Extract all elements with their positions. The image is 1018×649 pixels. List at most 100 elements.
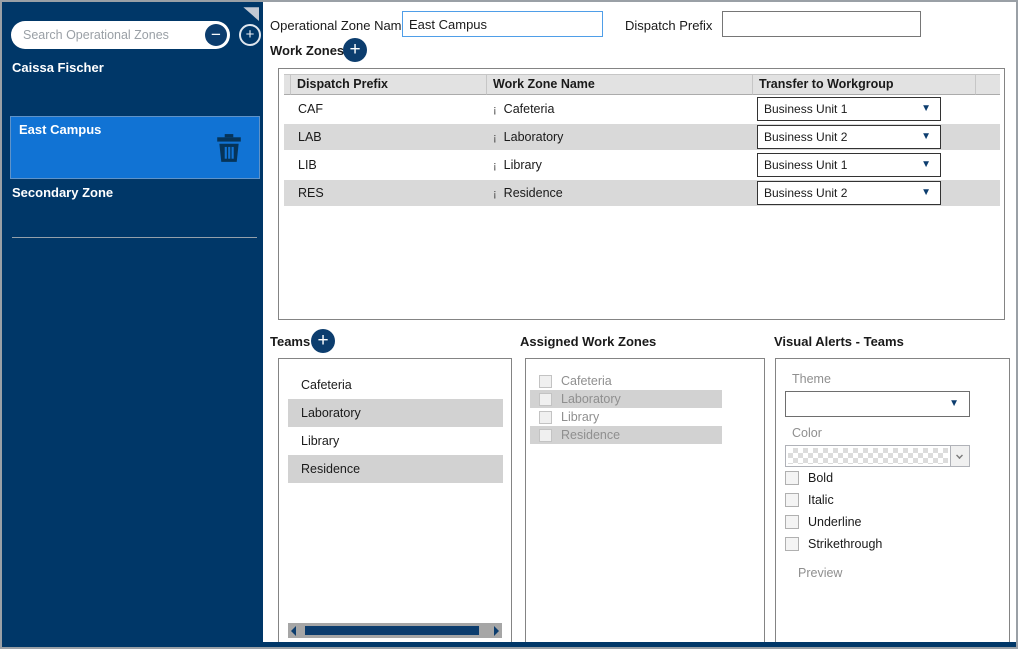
workgroup-dropdown[interactable]: Business Unit 2 ▼	[757, 125, 941, 149]
workgroup-cell: Business Unit 2 ▼	[753, 125, 976, 149]
dispatch-prefix-cell[interactable]: RES	[298, 186, 324, 200]
strikethrough-checkbox[interactable]	[785, 537, 799, 551]
dispatch-prefix-input[interactable]	[722, 11, 921, 37]
theme-dropdown[interactable]: ▼	[785, 391, 970, 417]
assigned-label: Laboratory	[561, 392, 621, 406]
delete-zone-trash-icon[interactable]	[216, 133, 242, 163]
sidebar-item-east-campus[interactable]: East Campus	[10, 116, 260, 179]
chevron-down-icon: ▼	[921, 187, 931, 198]
italic-label: Italic	[808, 493, 834, 507]
edit-marker-icon: ¡	[493, 160, 497, 172]
bold-label: Bold	[808, 471, 834, 485]
list-item[interactable]: Cafeteria	[301, 378, 352, 392]
chevron-down-icon: ▼	[921, 103, 931, 114]
column-header-transfer-workgroup: Transfer to Workgroup	[753, 74, 976, 95]
edit-marker-icon: ¡	[493, 132, 497, 144]
work-zone-name-cell[interactable]: ¡ Residence	[487, 186, 753, 200]
list-item: Library	[530, 408, 722, 426]
assigned-checkbox[interactable]	[539, 392, 552, 406]
work-zone-name-text: Residence	[503, 186, 563, 200]
chevron-down-icon: ▼	[921, 159, 931, 170]
visual-alerts-panel: Theme ▼ Color Bold Italic	[775, 358, 1010, 644]
sidebar-item-secondary-zone[interactable]: Secondary Zone	[12, 185, 114, 200]
zone-search-box: −	[11, 21, 230, 49]
search-input[interactable]	[23, 28, 183, 42]
list-item[interactable]: Residence	[288, 455, 503, 483]
bold-option: Bold	[785, 471, 833, 485]
table-row[interactable]: LIB ¡ Library Business Unit 1 ▼	[284, 151, 1000, 179]
edit-marker-icon: ¡	[493, 188, 497, 200]
workgroup-dropdown-value: Business Unit 1	[764, 158, 848, 172]
workgroup-dropdown-value: Business Unit 1	[764, 102, 848, 116]
underline-option: Underline	[785, 515, 862, 529]
dispatch-prefix-cell[interactable]: LIB	[298, 158, 317, 172]
table-row[interactable]: CAF ¡ Cafeteria Business Unit 1 ▼	[284, 95, 1000, 123]
theme-label: Theme	[792, 372, 831, 386]
main-content: Operational Zone Name Dispatch Prefix Wo…	[263, 2, 1016, 647]
row-gutter	[284, 95, 291, 123]
table-row[interactable]: RES ¡ Residence Business Unit 2 ▼	[284, 179, 1000, 207]
grid-header-row: Dispatch Prefix Work Zone Name Transfer …	[284, 74, 1000, 95]
workgroup-dropdown[interactable]: Business Unit 2 ▼	[757, 181, 941, 205]
list-item: Cafeteria	[530, 372, 722, 390]
workgroup-dropdown[interactable]: Business Unit 1 ▼	[757, 97, 941, 121]
scroll-right-arrow[interactable]	[494, 625, 499, 636]
scrollbar-thumb[interactable]	[305, 626, 479, 635]
visual-alerts-title: Visual Alerts - Teams	[774, 334, 904, 349]
transparent-color-swatch	[788, 448, 948, 464]
assigned-checkbox[interactable]	[539, 374, 552, 388]
zone-name-label: Operational Zone Name	[270, 18, 409, 33]
grid-header-gutter	[284, 74, 291, 95]
dispatch-prefix-cell[interactable]: LAB	[298, 130, 322, 144]
zone-tile-label: East Campus	[19, 122, 102, 137]
dispatch-prefix-label: Dispatch Prefix	[625, 18, 713, 33]
assigned-checkbox[interactable]	[539, 410, 552, 424]
work-zones-grid: Dispatch Prefix Work Zone Name Transfer …	[278, 68, 1005, 320]
row-gutter	[284, 124, 291, 150]
teams-title: Teams	[270, 334, 311, 349]
cursor-arrow-icon	[243, 7, 259, 21]
assigned-checkbox[interactable]	[539, 428, 552, 442]
list-item: Residence	[530, 426, 722, 444]
zone-name-input[interactable]	[402, 11, 603, 37]
add-zone-button[interactable]: +	[239, 24, 261, 46]
work-zone-name-cell[interactable]: ¡ Laboratory	[487, 130, 753, 144]
row-gutter	[284, 151, 291, 179]
underline-checkbox[interactable]	[785, 515, 799, 529]
dispatch-prefix-cell[interactable]: CAF	[298, 102, 323, 116]
add-work-zone-button[interactable]: +	[343, 38, 367, 62]
assigned-label: Residence	[561, 428, 621, 442]
horizontal-scrollbar[interactable]	[288, 623, 502, 638]
table-row[interactable]: LAB ¡ Laboratory Business Unit 2 ▼	[284, 123, 1000, 151]
underline-label: Underline	[808, 515, 862, 529]
window-bottom-edge	[2, 642, 1016, 647]
bold-checkbox[interactable]	[785, 471, 799, 485]
work-zones-title: Work Zones	[270, 43, 345, 58]
work-zone-name-cell[interactable]: ¡ Library	[487, 158, 753, 172]
color-dropdown-button[interactable]	[950, 446, 969, 466]
strikethrough-label: Strikethrough	[808, 537, 883, 551]
italic-option: Italic	[785, 493, 834, 507]
remove-zone-button[interactable]: −	[205, 24, 227, 46]
list-item: Laboratory	[530, 390, 722, 408]
workgroup-cell: Business Unit 1 ▼	[753, 97, 976, 121]
workgroup-dropdown[interactable]: Business Unit 1 ▼	[757, 153, 941, 177]
column-header-dispatch-prefix: Dispatch Prefix	[291, 74, 487, 95]
scroll-left-arrow[interactable]	[291, 625, 296, 636]
assigned-label: Cafeteria	[561, 374, 612, 388]
assigned-work-zones-list: Cafeteria Laboratory Library Residence	[525, 358, 765, 644]
operational-zones-sidebar: − + Caissa Fischer East Campus Secondary…	[2, 2, 263, 647]
work-zone-name-cell[interactable]: ¡ Cafeteria	[487, 102, 753, 116]
assigned-work-zones-title: Assigned Work Zones	[520, 334, 657, 349]
color-picker-dropdown[interactable]	[785, 445, 970, 467]
strikethrough-option: Strikethrough	[785, 537, 882, 551]
assigned-label: Library	[561, 410, 600, 424]
list-item[interactable]: Laboratory	[288, 399, 503, 427]
preview-label: Preview	[798, 566, 843, 580]
list-item[interactable]: Library	[301, 434, 340, 448]
workgroup-dropdown-value: Business Unit 2	[764, 186, 848, 200]
italic-checkbox[interactable]	[785, 493, 799, 507]
teams-list: Cafeteria Laboratory Library Residence	[278, 358, 512, 644]
add-team-button[interactable]: +	[311, 329, 335, 353]
